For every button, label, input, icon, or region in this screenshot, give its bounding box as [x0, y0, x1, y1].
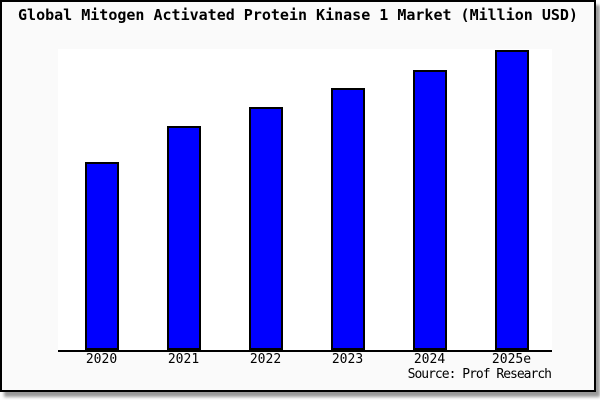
- bar-2024: [412, 70, 447, 350]
- bar-2022: [248, 107, 283, 350]
- x-tick-label-2023: 2023: [331, 352, 364, 367]
- x-tick-label-2025e: 2025e: [491, 352, 532, 367]
- source-note: Source: Prof Research: [407, 367, 552, 382]
- bar-2023: [330, 88, 365, 350]
- bar-2021: [166, 126, 201, 350]
- x-tick-label-2022: 2022: [249, 352, 282, 367]
- bar-2020: [84, 162, 119, 350]
- x-tick-label-2020: 2020: [85, 352, 118, 367]
- chart-title: Global Mitogen Activated Protein Kinase …: [18, 6, 578, 24]
- plot-area: [58, 49, 552, 352]
- x-tick-label-2021: 2021: [167, 352, 200, 367]
- x-tick-label-2024: 2024: [413, 352, 446, 367]
- bar-2025e: [494, 50, 529, 350]
